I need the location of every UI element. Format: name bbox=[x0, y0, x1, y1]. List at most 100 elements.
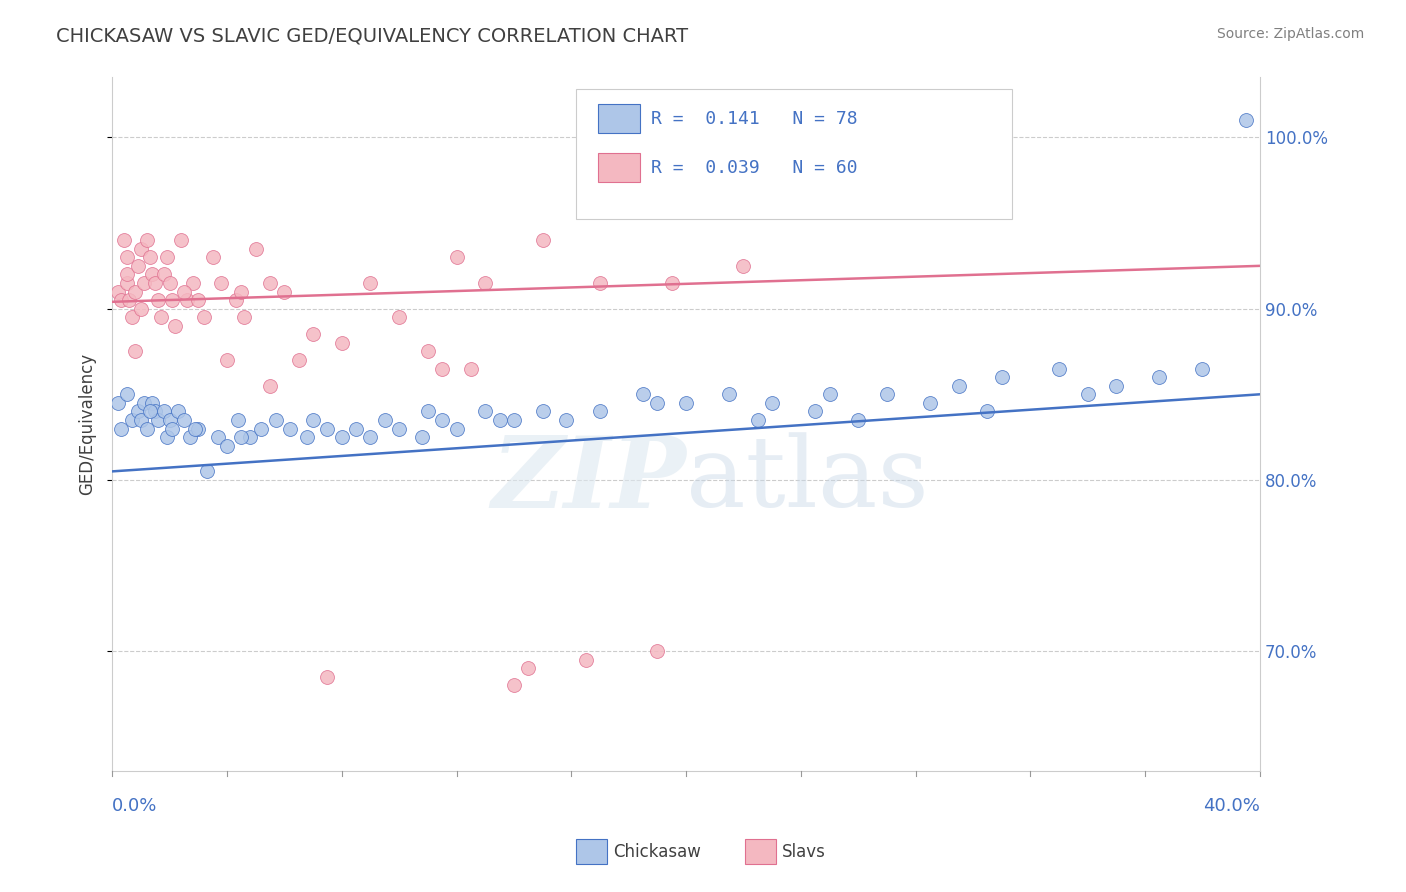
Point bbox=[430, 361, 453, 376]
Point bbox=[647, 396, 669, 410]
Point bbox=[1105, 378, 1128, 392]
Point bbox=[804, 404, 827, 418]
Point bbox=[127, 259, 149, 273]
Point bbox=[118, 293, 141, 307]
Point bbox=[718, 387, 741, 401]
Text: atlas: atlas bbox=[686, 432, 929, 528]
Point bbox=[187, 421, 209, 435]
Point bbox=[416, 344, 439, 359]
Point bbox=[153, 268, 176, 282]
Point bbox=[245, 242, 267, 256]
Point bbox=[176, 293, 198, 307]
Point bbox=[1149, 370, 1171, 384]
Point bbox=[446, 250, 468, 264]
Point bbox=[167, 404, 190, 418]
Point bbox=[110, 293, 132, 307]
Point bbox=[132, 396, 155, 410]
Text: R =  0.039   N = 60: R = 0.039 N = 60 bbox=[651, 159, 858, 177]
Point bbox=[948, 378, 970, 392]
Point bbox=[264, 413, 287, 427]
Point bbox=[259, 378, 281, 392]
Point bbox=[474, 276, 496, 290]
Point bbox=[173, 413, 195, 427]
Point bbox=[225, 293, 247, 307]
Point bbox=[416, 404, 439, 418]
Point bbox=[460, 361, 482, 376]
Point bbox=[316, 421, 339, 435]
Point bbox=[129, 242, 152, 256]
Point bbox=[195, 464, 218, 478]
Point bbox=[156, 430, 179, 444]
Point bbox=[297, 430, 319, 444]
Point bbox=[647, 644, 669, 658]
Point bbox=[181, 276, 204, 290]
Point bbox=[107, 285, 129, 299]
Point bbox=[488, 413, 510, 427]
Point bbox=[761, 396, 783, 410]
Point bbox=[115, 387, 138, 401]
Text: Slavs: Slavs bbox=[782, 843, 825, 861]
Y-axis label: GED/Equivalency: GED/Equivalency bbox=[79, 353, 96, 495]
Point bbox=[589, 404, 612, 418]
Point bbox=[359, 430, 381, 444]
Point bbox=[153, 404, 176, 418]
Point bbox=[846, 413, 869, 427]
Point bbox=[344, 421, 367, 435]
Point bbox=[207, 430, 229, 444]
Point bbox=[110, 421, 132, 435]
Point bbox=[141, 268, 163, 282]
Point bbox=[138, 404, 160, 418]
Point bbox=[209, 276, 232, 290]
Point bbox=[115, 276, 138, 290]
Point bbox=[127, 404, 149, 418]
Point bbox=[818, 387, 841, 401]
Point bbox=[446, 421, 468, 435]
Point bbox=[747, 413, 769, 427]
Point bbox=[474, 404, 496, 418]
Point bbox=[162, 421, 184, 435]
Point bbox=[135, 421, 157, 435]
Point bbox=[143, 276, 166, 290]
Point bbox=[330, 430, 353, 444]
Text: ZIP: ZIP bbox=[491, 432, 686, 528]
Text: Source: ZipAtlas.com: Source: ZipAtlas.com bbox=[1216, 27, 1364, 41]
Point bbox=[990, 370, 1012, 384]
Point bbox=[107, 396, 129, 410]
Point bbox=[503, 413, 526, 427]
Point bbox=[173, 285, 195, 299]
Point bbox=[273, 285, 295, 299]
Point bbox=[517, 661, 540, 675]
Point bbox=[302, 413, 325, 427]
Point bbox=[876, 387, 898, 401]
Point bbox=[132, 276, 155, 290]
Point bbox=[589, 276, 612, 290]
Point bbox=[503, 678, 526, 692]
Point bbox=[675, 396, 697, 410]
Point bbox=[170, 233, 193, 247]
Point bbox=[239, 430, 262, 444]
Point bbox=[554, 413, 576, 427]
Point bbox=[1234, 113, 1257, 128]
Point bbox=[138, 250, 160, 264]
Point bbox=[156, 250, 179, 264]
Point bbox=[733, 259, 755, 273]
Point bbox=[121, 310, 143, 325]
Point bbox=[388, 421, 411, 435]
Point bbox=[193, 310, 215, 325]
Point bbox=[374, 413, 396, 427]
Point bbox=[430, 413, 453, 427]
Point bbox=[259, 276, 281, 290]
Point bbox=[150, 310, 173, 325]
Point bbox=[129, 413, 152, 427]
Text: CHICKASAW VS SLAVIC GED/EQUIVALENCY CORRELATION CHART: CHICKASAW VS SLAVIC GED/EQUIVALENCY CORR… bbox=[56, 27, 689, 45]
Point bbox=[250, 421, 273, 435]
Point bbox=[631, 387, 654, 401]
Point bbox=[388, 310, 411, 325]
Point bbox=[278, 421, 301, 435]
Point bbox=[287, 353, 309, 368]
Point bbox=[146, 413, 169, 427]
Point bbox=[159, 413, 181, 427]
Point bbox=[918, 396, 941, 410]
Text: R =  0.141   N = 78: R = 0.141 N = 78 bbox=[651, 110, 858, 128]
Point bbox=[231, 430, 253, 444]
